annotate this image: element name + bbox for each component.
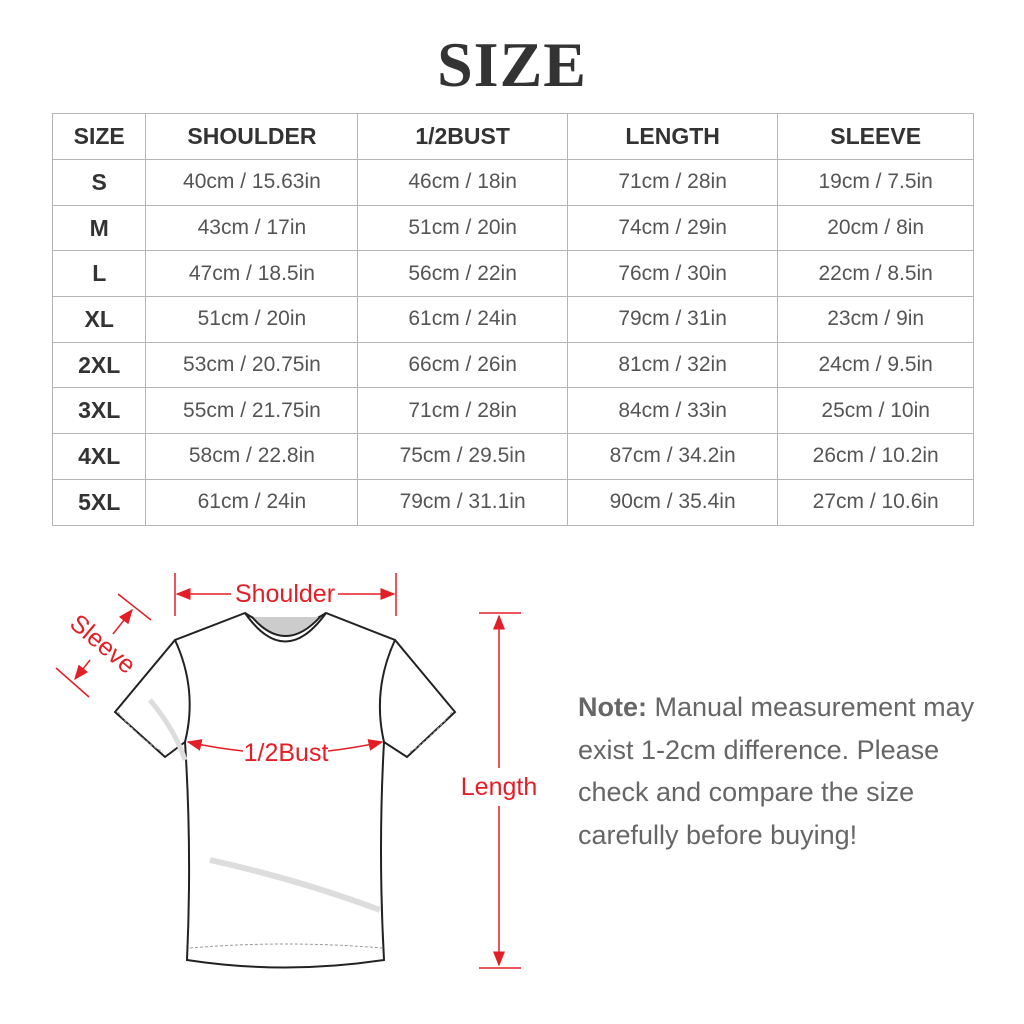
measurement-cell: 51cm / 20in (357, 204, 568, 252)
size-cell: 3XL (51, 387, 147, 435)
measurement-cell: 58cm / 22.8in (145, 433, 359, 480)
size-cell: XL (51, 296, 147, 343)
table-header: SIZE SHOULDER 1/2BUST LENGTH SLEEVE (51, 113, 974, 160)
measurement-cell: 84cm / 33in (566, 387, 779, 435)
measurement-cell: 55cm / 21.75in (145, 387, 359, 435)
measurement-cell: 20cm / 8in (777, 204, 974, 252)
measurement-cell: 79cm / 31.1in (357, 478, 568, 526)
shoulder-measure (174, 573, 397, 616)
measurement-cell: 27cm / 10.6in (777, 478, 974, 526)
table-row: 2XL 53cm / 20.75in 66cm / 26in 81cm / 32in 2… (51, 341, 974, 389)
measurement-cell: 87cm / 34.2in (566, 433, 779, 480)
measurement-cell: 43cm / 17in (145, 204, 359, 252)
note-text: Manual measurement may exist 1-2cm diffe… (578, 692, 975, 850)
bust-label: 1/2Bust (244, 739, 329, 767)
table-row: S 40cm / 15.63in 46cm / 18in 71cm / 28in 19c… (51, 159, 974, 206)
measurement-cell: 61cm / 24in (145, 478, 359, 526)
page-title: SIZE (437, 29, 587, 100)
sleeve-measure (55, 593, 152, 698)
note: Note: Manual measurement may exist 1-2cm… (578, 686, 978, 856)
measurement-cell: 90cm / 35.4in (566, 478, 779, 526)
measurement-cell: 46cm / 18in (357, 159, 568, 206)
table-row: M 43cm / 17in 51cm / 20in 74cm / 29in 20cm /… (51, 204, 974, 252)
measurement-cell: 22cm / 8.5in (777, 250, 974, 298)
size-table: SIZE SHOULDER 1/2BUST LENGTH SLEEVE S 40cm / … (51, 113, 974, 526)
size-cell: 2XL (51, 341, 147, 389)
measurement-cell: 71cm / 28in (566, 159, 779, 206)
measurement-cell: 79cm / 31in (566, 296, 779, 343)
length-measure (479, 612, 521, 969)
measurement-cell: 66cm / 26in (357, 341, 568, 389)
size-cell: S (51, 159, 147, 206)
size-cell: M (51, 204, 147, 252)
column-header: SLEEVE (777, 113, 974, 160)
column-header: SIZE (51, 113, 147, 160)
measurement-cell: 19cm / 7.5in (777, 159, 974, 206)
measurement-cell: 23cm / 9in (777, 296, 974, 343)
table-row: 4XL 58cm / 22.8in 75cm / 29.5in 87cm / 34.2… (51, 433, 974, 480)
table-row: 3XL 55cm / 21.75in 71cm / 28in 84cm / 33in 2… (51, 387, 974, 435)
bust-measure (186, 739, 384, 752)
shoulder-label: Shoulder (235, 580, 335, 608)
measurement-cell: 76cm / 30in (566, 250, 779, 298)
measurement-cell: 71cm / 28in (357, 387, 568, 435)
measurement-cell: 24cm / 9.5in (777, 341, 974, 389)
table-row: L 47cm / 18.5in 56cm / 22in 76cm / 30in 22cm… (51, 250, 974, 298)
note-label: Note: (578, 692, 647, 722)
measurement-cell: 25cm / 10in (777, 387, 974, 435)
column-header: SHOULDER (145, 113, 359, 160)
measurement-cell: 40cm / 15.63in (145, 159, 359, 206)
tshirt-icon (113, 611, 457, 969)
measurement-cell: 56cm / 22in (357, 250, 568, 298)
sleeve-label: Sleeve (64, 609, 141, 680)
measurement-cell: 74cm / 29in (566, 204, 779, 252)
measurement-cell: 47cm / 18.5in (145, 250, 359, 298)
measurement-cell: 75cm / 29.5in (357, 433, 568, 480)
measurement-cell: 81cm / 32in (566, 341, 779, 389)
table-row: 5XL 61cm / 24in 79cm / 31.1in 90cm / 35.4in… (51, 478, 974, 526)
column-header: LENGTH (566, 113, 779, 160)
column-header: 1/2BUST (357, 113, 568, 160)
length-label: Length (461, 773, 537, 801)
size-cell: 5XL (51, 478, 147, 526)
